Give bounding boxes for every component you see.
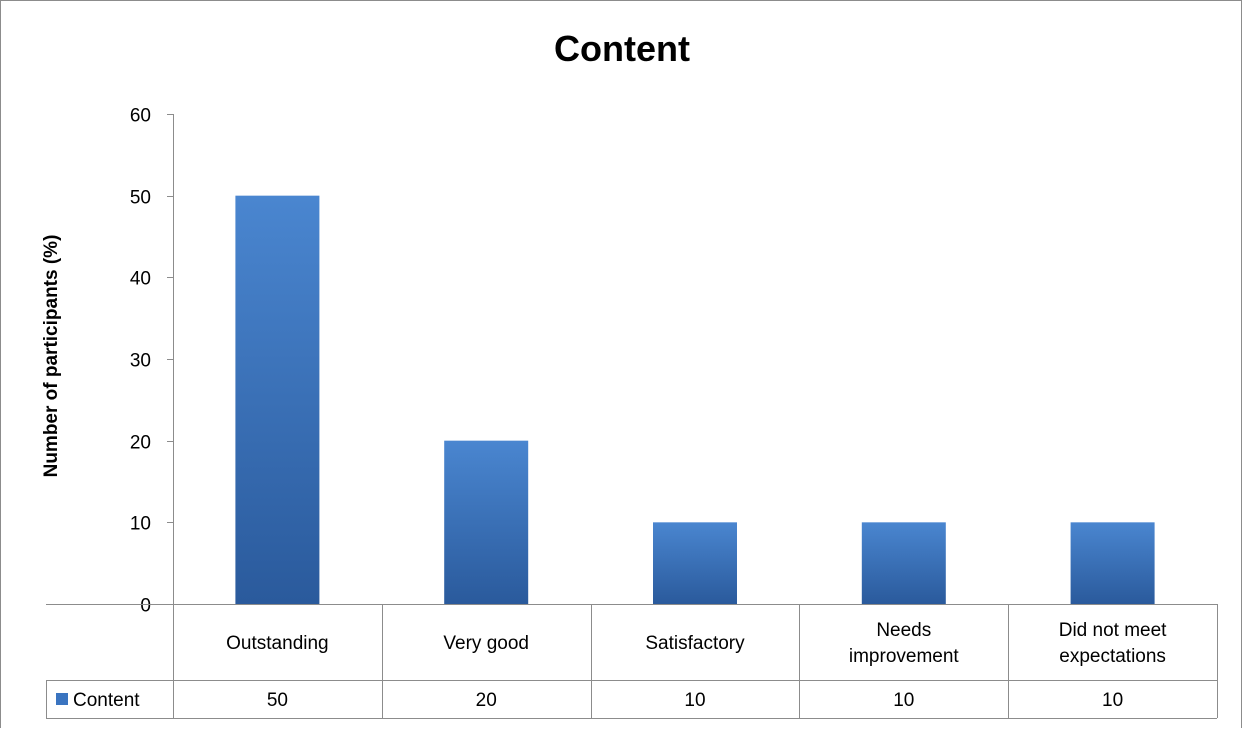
y-tick-label: 20	[130, 433, 151, 454]
y-tick-label: 40	[130, 269, 151, 290]
y-tick-label: 10	[130, 514, 151, 535]
category-label: Did not meet expectations	[1059, 620, 1167, 667]
table-value-cell: 20	[476, 690, 497, 711]
bar-satisfactory	[653, 522, 737, 604]
category-label: Very good	[443, 633, 529, 654]
category-label: Outstanding	[226, 633, 328, 654]
bar-very-good	[444, 440, 529, 604]
y-tick-label: 0	[140, 596, 151, 617]
table-value-cell: 10	[1102, 690, 1123, 711]
category-label: Satisfactory	[645, 633, 745, 654]
y-tick-label: 50	[130, 188, 151, 209]
category-label: Needs improvement	[849, 620, 960, 667]
y-tick-label: 60	[130, 106, 151, 127]
table-value-cell: 10	[893, 690, 914, 711]
legend-swatch	[56, 693, 68, 705]
table-value-cell: 10	[684, 690, 705, 711]
y-tick-label: 30	[130, 351, 151, 372]
bar-needs-improvement	[861, 522, 946, 604]
bar-outstanding	[235, 195, 320, 604]
bar-did-not-meet-expectations	[1070, 522, 1155, 604]
chart-title: Content	[554, 28, 690, 69]
legend-series-name: Content	[73, 690, 140, 711]
table-value-cell: 50	[267, 690, 288, 711]
